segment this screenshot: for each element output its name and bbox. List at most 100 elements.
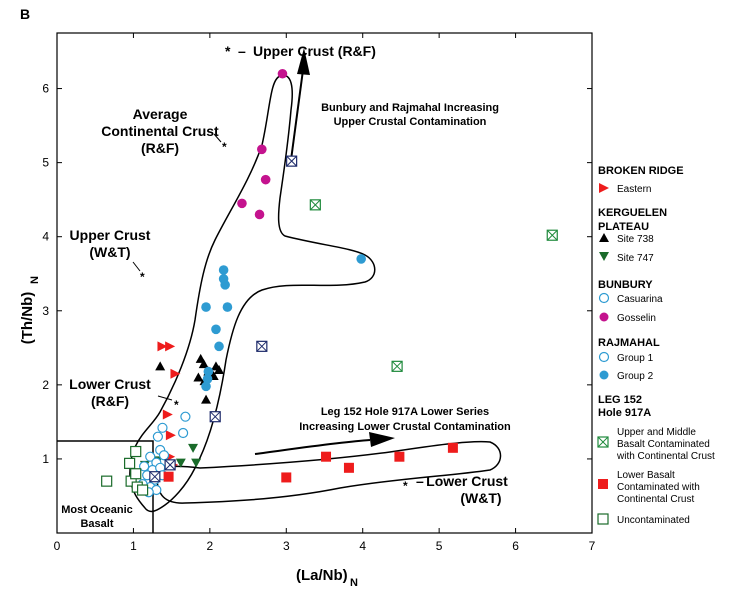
marker-cross-b xyxy=(391,360,403,372)
x-tick-label: 6 xyxy=(512,539,519,553)
lower-basalt-point xyxy=(394,451,405,462)
lower-basalt-point xyxy=(447,442,458,453)
legend-site738-label: Site 738 xyxy=(617,234,654,245)
asterisk-upper-crust-rf: * xyxy=(225,43,231,59)
gosselin-point xyxy=(254,209,265,220)
site738-point xyxy=(214,365,225,375)
legend-eastern-label: Eastern xyxy=(617,184,651,195)
legend-broken-ridge: BROKEN RIDGE xyxy=(598,165,684,177)
gosselin-point xyxy=(257,144,267,155)
legend-group2-marker xyxy=(599,370,609,380)
contaminated-upper-point xyxy=(546,229,558,241)
gosselin-point xyxy=(277,68,288,79)
annotation-upper-crust-rf: Upper Crust (R&F) xyxy=(253,43,376,59)
lower-basalt-point xyxy=(163,471,174,482)
asterisk-upper-wt: * xyxy=(140,270,145,284)
group2-point xyxy=(214,341,224,352)
lower-basalt-point xyxy=(343,462,354,473)
legend-leg152-1: LEG 152 xyxy=(598,394,642,406)
contaminated-upper-point xyxy=(309,199,321,211)
group2-point xyxy=(356,254,366,264)
legend-site747-marker xyxy=(599,252,609,261)
lower-series-outline xyxy=(156,440,502,504)
x-tick-label: 2 xyxy=(207,539,214,553)
legend-uncontaminated-label: Uncontaminated xyxy=(617,515,690,526)
group2-point xyxy=(218,265,229,275)
site738-point xyxy=(198,359,209,369)
y-tick-label: 4 xyxy=(42,230,49,244)
legend-site747-label: Site 747 xyxy=(617,253,654,264)
annotation-avg-cc-2: Continental Crust xyxy=(101,123,219,139)
annotation-avg-cc-3: (R&F) xyxy=(141,140,179,156)
asterisk-avg-cc: * xyxy=(222,140,227,154)
y-tick-label: 3 xyxy=(42,304,49,318)
y-tick-label: 6 xyxy=(42,82,49,96)
legend-casuarina-marker xyxy=(598,292,610,304)
x-tick-label: 0 xyxy=(54,539,61,553)
casuarina-point xyxy=(178,427,189,439)
group2-point xyxy=(201,381,211,392)
lower-arrow-head xyxy=(369,432,395,447)
eastern-point xyxy=(162,409,173,420)
casuarina-point xyxy=(152,431,163,442)
x-tick-label: 4 xyxy=(359,539,366,553)
panel-label: B xyxy=(20,6,30,22)
legend-upper-middle-2: Basalt Contaminated xyxy=(617,439,710,450)
y-tick-label: 1 xyxy=(42,452,49,466)
marker-cross-b xyxy=(149,471,161,483)
lower-basalt-point xyxy=(281,472,292,483)
marker-cross-b xyxy=(256,340,268,352)
contaminated-upper-point xyxy=(391,360,403,372)
casuarina-point xyxy=(158,450,170,461)
avg-cc-leader xyxy=(213,133,222,143)
y-axis-label: (Th/Nb) xyxy=(19,292,36,344)
asterisk-lower-rf: * xyxy=(174,398,179,412)
dash-upper-crust-rf: – xyxy=(238,43,246,59)
casuarina-point xyxy=(145,451,156,462)
site738-point xyxy=(201,394,212,404)
annotation-bunbury-1: Bunbury and Rajmahal Increasing xyxy=(321,102,499,114)
legend-leg152-2: Hole 917A xyxy=(598,407,651,419)
marker-cross-b xyxy=(164,459,176,471)
annotation-oceanic-2: Basalt xyxy=(80,518,113,530)
legend-upper-middle-marker xyxy=(597,436,609,448)
eastern-point xyxy=(170,368,181,379)
uncontaminated-point xyxy=(101,475,113,487)
legend: BROKEN RIDGE Eastern KERGUELEN PLATEAU S… xyxy=(597,165,715,526)
annotation-oceanic-1: Most Oceanic xyxy=(61,504,133,516)
annotation-leg152-1: Leg 152 Hole 917A Lower Series xyxy=(321,406,489,418)
eastern-point xyxy=(165,430,176,441)
annotations: * – Upper Crust (R&F) Average Continenta… xyxy=(61,43,511,530)
legend-lower-basalt-3: Continental Crust xyxy=(617,494,694,505)
group2-point xyxy=(220,280,230,290)
marker-cross-b xyxy=(546,229,558,241)
marker-cross-b xyxy=(209,411,221,423)
group2-point xyxy=(201,302,211,312)
annotation-lower-wt-1: Lower Crust xyxy=(426,473,508,489)
legend-upper-middle-3: with Continental Crust xyxy=(616,451,715,462)
x-tick-label: 5 xyxy=(436,539,443,553)
legend-group1-marker xyxy=(598,351,610,363)
lower-rf-leader xyxy=(157,395,173,401)
y-tick-label: 5 xyxy=(42,156,49,170)
data-points xyxy=(101,68,558,498)
annotation-avg-cc-1: Average xyxy=(133,106,188,122)
x-tick-label: 3 xyxy=(283,539,290,553)
group2-point xyxy=(222,302,233,312)
annotation-bunbury-2: Upper Crustal Contamination xyxy=(334,116,487,128)
y-axis-label-subscript: N xyxy=(29,276,41,284)
group2-point xyxy=(202,374,213,384)
legend-gosselin-label: Gosselin xyxy=(617,313,656,324)
annotation-upper-wt-1: Upper Crust xyxy=(70,227,151,243)
uncontaminated-point xyxy=(124,457,136,469)
legend-bunbury: BUNBURY xyxy=(598,279,653,291)
contaminated-upper-point xyxy=(286,155,298,167)
legend-gosselin-marker xyxy=(599,312,609,322)
legend-kerguelen-2: PLATEAU xyxy=(598,221,649,233)
casuarina-point xyxy=(139,461,150,472)
legend-kerguelen-1: KERGUELEN xyxy=(598,207,667,219)
contaminated-upper-point xyxy=(149,471,161,483)
contaminated-upper-point xyxy=(209,411,221,423)
annotation-lower-rf-2: (R&F) xyxy=(91,393,129,409)
y-tick-label: 2 xyxy=(42,378,49,392)
